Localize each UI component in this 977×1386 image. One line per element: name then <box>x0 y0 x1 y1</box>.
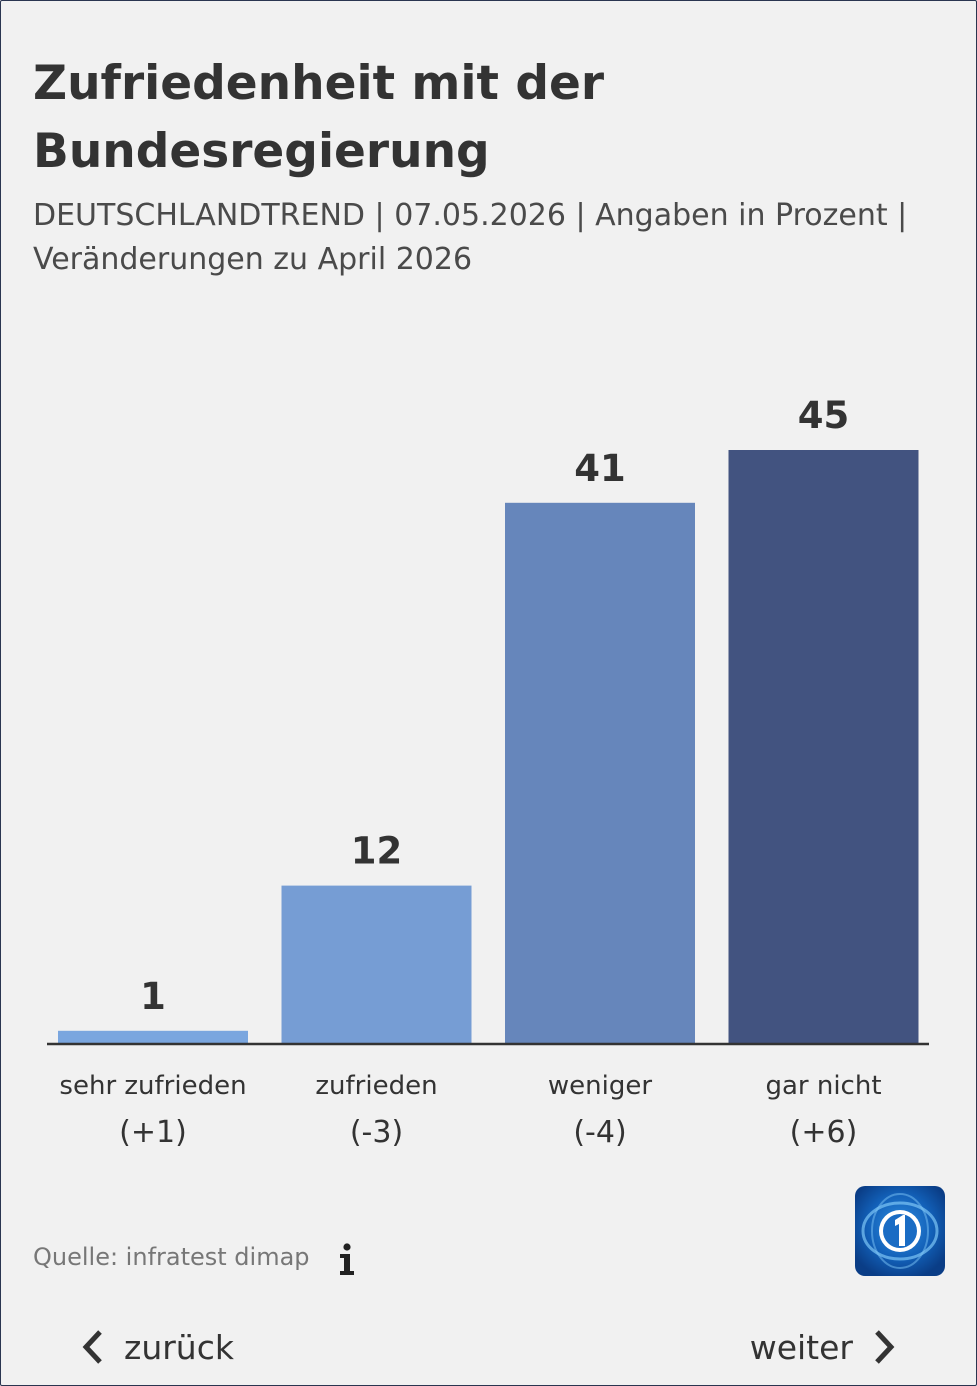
value-label-1: 1 <box>140 975 166 1018</box>
chevron-left-icon <box>82 1330 102 1364</box>
category-label-3: weniger <box>548 1071 652 1101</box>
change-label-3: (-4) <box>573 1115 626 1150</box>
bar-2 <box>281 885 472 1044</box>
bar-4 <box>728 450 919 1044</box>
change-label-4: (+6) <box>790 1115 858 1150</box>
change-label-1: (+1) <box>119 1115 187 1150</box>
change-label-2: (-3) <box>350 1115 403 1150</box>
back-label: zurück <box>124 1327 234 1367</box>
value-label-3: 41 <box>574 447 626 490</box>
back-button[interactable]: zurück <box>80 1320 234 1374</box>
next-label: weiter <box>749 1327 853 1367</box>
tagesschau-logo <box>855 1186 945 1276</box>
next-button[interactable]: weiter <box>750 1320 897 1374</box>
value-label-2: 12 <box>351 830 403 873</box>
bar-3 <box>505 502 695 1044</box>
source-text: Quelle: infratest dimap <box>33 1243 310 1271</box>
category-label-2: zufrieden <box>315 1071 437 1101</box>
chart-subtitle: DEUTSCHLANDTREND | 07.05.2026 | Angaben … <box>33 198 908 277</box>
bar-chart: 1 sehr zufrieden (+1) 12 zufrieden (-3) 41 weni… <box>47 394 929 1150</box>
chart-title: Zufriedenheit mit der Bundesregierung <box>33 56 605 179</box>
chevron-right-icon <box>875 1330 895 1364</box>
value-label-4: 45 <box>798 394 850 437</box>
category-label-4: gar nicht <box>765 1071 881 1101</box>
category-label-1: sehr zufrieden <box>59 1071 246 1101</box>
bar-1 <box>58 1030 248 1044</box>
info-icon[interactable] <box>331 1242 363 1278</box>
